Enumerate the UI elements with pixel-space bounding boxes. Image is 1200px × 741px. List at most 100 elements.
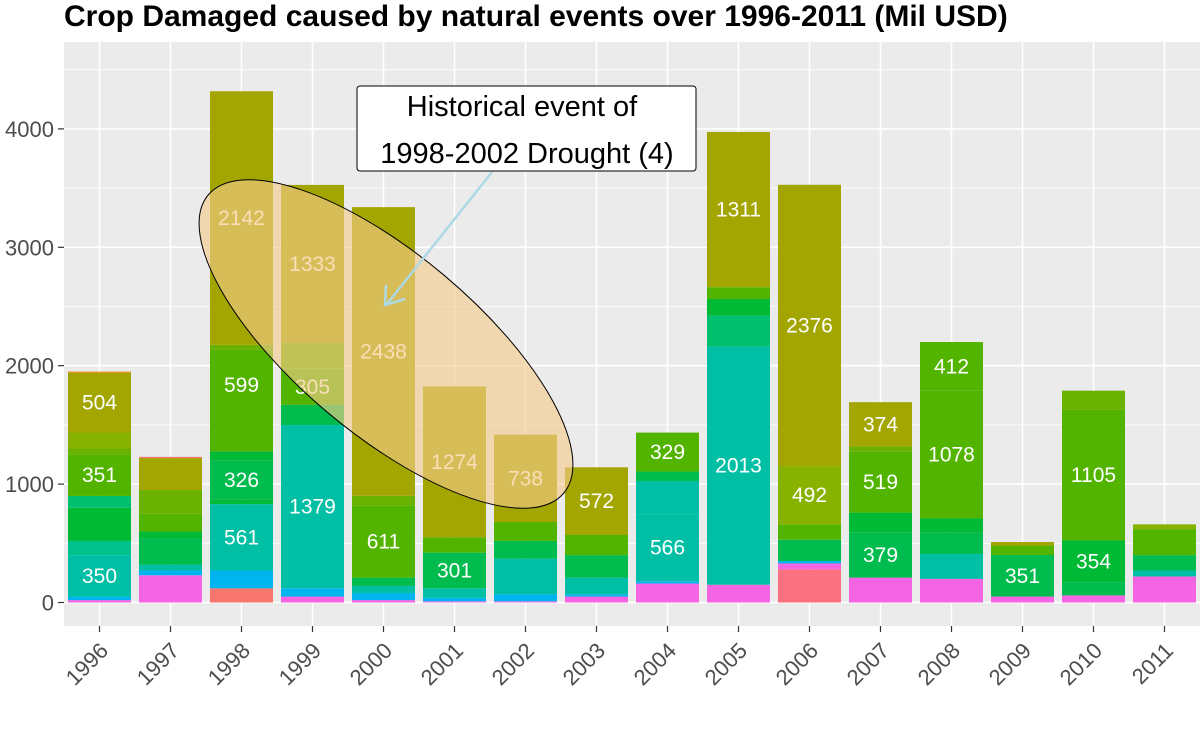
bar-segment bbox=[352, 577, 415, 586]
bar-segment bbox=[707, 299, 770, 316]
segment-label: 599 bbox=[224, 374, 259, 397]
bar-segment bbox=[778, 563, 841, 570]
bar-segment bbox=[68, 371, 131, 373]
bar-segment bbox=[565, 467, 628, 536]
bar-segment bbox=[778, 184, 841, 467]
x-tick-label: 2002 bbox=[487, 638, 539, 690]
bar-segment bbox=[281, 596, 344, 603]
bar-segment bbox=[210, 570, 273, 589]
bar-segment bbox=[423, 552, 486, 589]
bar-segment bbox=[139, 458, 202, 491]
segment-label: 351 bbox=[82, 464, 117, 487]
bar-segment bbox=[210, 499, 273, 505]
bar-segment bbox=[494, 540, 557, 559]
bar-segment bbox=[849, 446, 912, 452]
bar-segment bbox=[1062, 595, 1125, 603]
x-tick-label: 2001 bbox=[416, 638, 468, 690]
segment-label: 350 bbox=[82, 565, 117, 588]
x-tick-label: 2006 bbox=[771, 638, 823, 690]
bar-segment bbox=[494, 558, 557, 595]
bar-segment bbox=[920, 518, 983, 533]
segment-label: 1078 bbox=[928, 444, 975, 467]
bar-segment bbox=[68, 540, 131, 556]
segment-label: 572 bbox=[579, 490, 614, 513]
bar-segment bbox=[139, 570, 202, 576]
x-tick-label: 2005 bbox=[700, 638, 752, 690]
bar-segment bbox=[423, 588, 486, 598]
bar-segment bbox=[636, 481, 699, 515]
bar-segment bbox=[1133, 524, 1196, 530]
bar-segment bbox=[210, 349, 273, 421]
annotation-text-line-1: Historical event of bbox=[407, 91, 638, 123]
bar-segment bbox=[210, 344, 273, 350]
bar-segment bbox=[707, 584, 770, 603]
segment-label: 351 bbox=[1005, 565, 1040, 588]
x-tick-label: 2009 bbox=[984, 638, 1036, 690]
bar-segment bbox=[707, 131, 770, 288]
bar-segment bbox=[920, 390, 983, 519]
bar-segment bbox=[68, 507, 131, 541]
bar-segment bbox=[1062, 540, 1125, 583]
bar-segment bbox=[920, 342, 983, 391]
segment-label: 611 bbox=[367, 530, 400, 553]
segment-label: 504 bbox=[82, 392, 117, 415]
segment-label: 2013 bbox=[715, 455, 762, 478]
segment-label: 301 bbox=[437, 559, 472, 582]
bar-segment bbox=[707, 346, 770, 585]
segment-label: 566 bbox=[650, 537, 685, 560]
bar-segment bbox=[68, 432, 131, 449]
bar-segment bbox=[1062, 409, 1125, 541]
bar-segment bbox=[68, 454, 131, 496]
bar-segment bbox=[636, 583, 699, 603]
bar-segment bbox=[423, 597, 486, 602]
x-tick-label: 1997 bbox=[132, 638, 184, 690]
bar-segment bbox=[281, 588, 344, 597]
bar-segment bbox=[849, 451, 912, 513]
bar-segment bbox=[139, 575, 202, 603]
annotation-arrow-line bbox=[386, 171, 493, 305]
bar-segment bbox=[849, 402, 912, 447]
bar-segment bbox=[1133, 576, 1196, 603]
bar-segment bbox=[565, 577, 628, 595]
segment-label: 492 bbox=[792, 484, 827, 507]
bar-segment bbox=[68, 372, 131, 433]
x-tick-label: 2007 bbox=[842, 638, 894, 690]
bar-segment bbox=[352, 505, 415, 578]
bar-segment bbox=[778, 539, 841, 562]
bar-segment bbox=[494, 521, 557, 541]
bar-segment bbox=[991, 596, 1054, 603]
x-axis-ticks: 1996 1997 1998 1999 2000 2001 2002 2003 2004 2005… bbox=[61, 626, 1178, 690]
bar-segment bbox=[991, 555, 1054, 597]
bar-segment bbox=[210, 504, 273, 571]
bar-segment bbox=[68, 555, 131, 597]
segment-label: 354 bbox=[1076, 550, 1111, 573]
bar-segment bbox=[565, 596, 628, 603]
bar-segment bbox=[565, 555, 628, 578]
bar-segment bbox=[565, 535, 628, 556]
bar-segment bbox=[778, 466, 841, 525]
bar-segment bbox=[636, 514, 699, 582]
bar-segment bbox=[991, 541, 1054, 546]
bar-segment bbox=[210, 588, 273, 603]
bar-segment bbox=[565, 594, 628, 597]
segment-label: 1105 bbox=[1071, 464, 1116, 487]
bar-segment bbox=[139, 490, 202, 514]
bar-segment bbox=[423, 601, 486, 603]
segment-labels: 3503515045613265992142137930513336112438… bbox=[82, 199, 1116, 588]
segment-label: 2376 bbox=[786, 314, 833, 337]
annotation-arrow-head bbox=[383, 284, 406, 307]
bar-segment bbox=[494, 601, 557, 603]
segment-label: 1379 bbox=[289, 496, 336, 519]
annotation: Historical event of 1998-2002 Drought (4… bbox=[198, 85, 697, 509]
y-tick-label: 1000 bbox=[5, 472, 54, 497]
bar-segment bbox=[920, 578, 983, 603]
segment-label: 561 bbox=[224, 526, 259, 549]
segment-label: 1311 bbox=[716, 199, 761, 222]
bar-segment bbox=[1133, 570, 1196, 577]
bar-segment bbox=[636, 581, 699, 584]
annotation-box bbox=[356, 85, 697, 172]
y-tick-label: 4000 bbox=[5, 117, 54, 142]
segment-label: 519 bbox=[863, 471, 898, 494]
bar-segment bbox=[1133, 555, 1196, 571]
